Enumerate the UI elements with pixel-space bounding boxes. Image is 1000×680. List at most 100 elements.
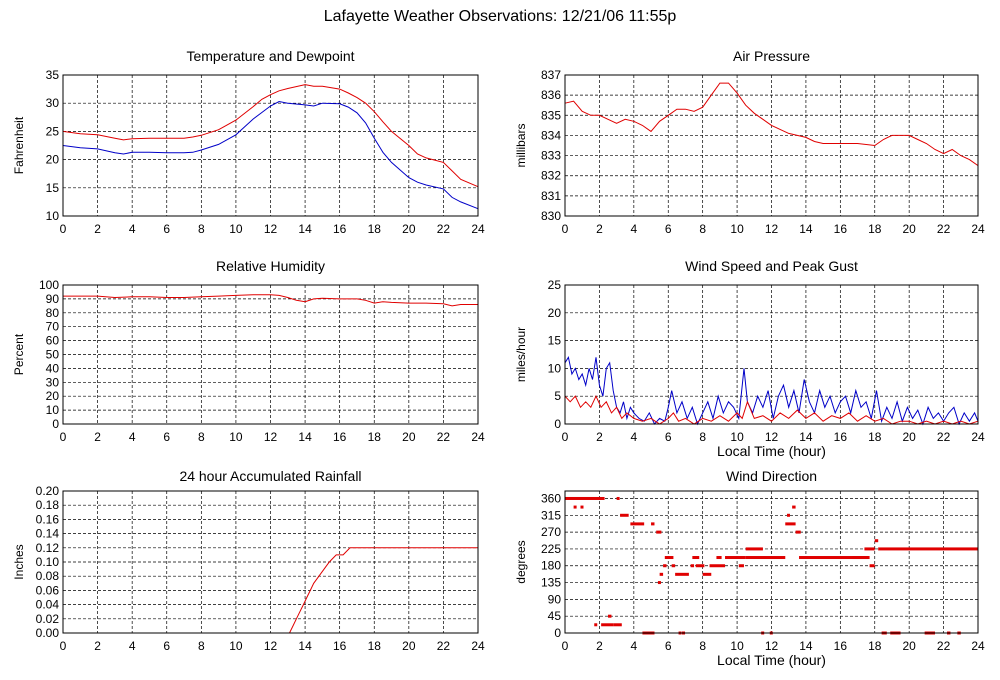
direction-mark <box>659 572 664 576</box>
x-tick-label: 22 <box>937 222 951 236</box>
x-tick-label: 8 <box>198 430 205 444</box>
x-tick-label: 12 <box>264 430 278 444</box>
y-tick-label: 0.04 <box>36 598 60 612</box>
y-tick-label: 833 <box>541 149 561 163</box>
y-tick-label: 15 <box>548 334 562 348</box>
y-tick-label: 0.00 <box>36 626 60 640</box>
y-tick-label: 0.02 <box>36 612 60 626</box>
y-tick-label: 0 <box>554 626 561 640</box>
grid <box>63 491 478 633</box>
y-tick-label: 0.18 <box>36 498 60 512</box>
series-line-1 <box>564 355 979 426</box>
y-tick-label: 0.10 <box>36 555 60 569</box>
x-tick-label: 18 <box>368 639 382 653</box>
x-tick-label: 22 <box>437 639 451 653</box>
x-tick-label: 16 <box>834 222 848 236</box>
x-tick-label: 24 <box>471 639 485 653</box>
x-tick-label: 24 <box>971 222 985 236</box>
x-tick-label: 24 <box>971 639 985 653</box>
x-tick-label: 12 <box>765 430 779 444</box>
y-tick-label: 835 <box>541 108 561 122</box>
x-tick-label: 6 <box>163 430 170 444</box>
direction-mark <box>792 505 796 509</box>
x-tick-label: 10 <box>730 639 744 653</box>
series-line-2 <box>564 395 979 425</box>
plot-frame <box>62 284 479 425</box>
x-tick-label: 8 <box>699 222 706 236</box>
x-tick-label: 14 <box>298 430 312 444</box>
y-tick-label: 10 <box>46 209 60 223</box>
x-tick-label: 0 <box>60 639 67 653</box>
y-tick-label: 30 <box>46 375 60 389</box>
y-tick-label: 836 <box>541 88 561 102</box>
y-tick-label: 225 <box>541 542 561 556</box>
direction-mark <box>709 564 726 568</box>
x-tick-label: 6 <box>665 639 672 653</box>
series-line-1 <box>63 547 478 634</box>
x-tick-label: 10 <box>229 222 243 236</box>
y-tick-label: 20 <box>46 389 60 403</box>
x-tick-label: 22 <box>937 430 951 444</box>
y-tick-label: 315 <box>541 508 561 522</box>
y-tick-label: 60 <box>46 334 60 348</box>
y-tick-label: 35 <box>46 68 60 82</box>
y-tick-label: 837 <box>541 68 561 82</box>
x-tick-label: 24 <box>471 430 485 444</box>
x-tick-label: 2 <box>94 430 101 444</box>
direction-mark <box>738 564 744 568</box>
y-tick-label: 270 <box>541 525 561 539</box>
x-tick-label: 24 <box>471 222 485 236</box>
x-tick-label: 16 <box>834 430 848 444</box>
x-tick-label: 2 <box>596 430 603 444</box>
humidity-panel: Relative Humidity 0 2 4 6 8 10 12 14 16 18 20 22 24 0 1… <box>0 250 500 455</box>
x-tick-label: 18 <box>368 430 382 444</box>
plot-frame <box>62 74 479 217</box>
y-tick-label: 0.06 <box>36 583 60 597</box>
direction-mark <box>745 556 786 560</box>
y-tick-label: 0.08 <box>36 569 60 583</box>
grid <box>63 75 478 216</box>
direction-mark <box>608 614 612 618</box>
y-tick-label: 0 <box>554 417 561 431</box>
direction-mark <box>745 547 763 551</box>
y-axis-label: degrees <box>514 540 528 583</box>
y-tick-label: 50 <box>46 348 60 362</box>
direction-mark <box>651 522 655 526</box>
y-tick-label: 25 <box>548 278 562 292</box>
y-tick-label: 0.14 <box>36 527 60 541</box>
scatter-series <box>565 496 978 635</box>
direction-mark <box>785 522 796 526</box>
y-tick-label: 40 <box>46 361 60 375</box>
plot-frame <box>564 490 979 634</box>
y-tick-label: 0.20 <box>36 484 60 498</box>
x-tick-label: 4 <box>129 430 136 444</box>
y-tick-label: 30 <box>46 96 60 110</box>
y-tick-label: 10 <box>548 361 562 375</box>
x-tick-label: 14 <box>298 222 312 236</box>
x-tick-label: 4 <box>630 222 637 236</box>
x-tick-label: 20 <box>402 430 416 444</box>
series-line-1 <box>62 84 479 188</box>
x-tick-label: 18 <box>368 222 382 236</box>
y-tick-label: 834 <box>541 128 561 142</box>
x-tick-label: 4 <box>129 639 136 653</box>
direction-mark <box>675 572 689 576</box>
direction-mark <box>573 505 577 509</box>
x-tick-label: 6 <box>163 639 170 653</box>
plot-frame <box>62 490 479 634</box>
direction-mark <box>601 623 614 627</box>
chart-title: Relative Humidity <box>216 258 325 274</box>
y-tick-label: 135 <box>541 576 561 590</box>
y-tick-label: 830 <box>541 209 561 223</box>
pressure-panel: Air Pressure 0 2 4 6 8 10 12 14 16 18 20 22 24 830 831 8… <box>500 40 1000 245</box>
plot-frame <box>564 74 979 217</box>
direction-mark <box>620 513 629 517</box>
direction-mark <box>692 556 700 560</box>
y-tick-label: 0 <box>52 417 59 431</box>
y-tick-label: 80 <box>46 306 60 320</box>
x-tick-label: 8 <box>198 639 205 653</box>
x-axis-label: Local Time (hour) <box>717 652 826 668</box>
grid <box>565 75 978 216</box>
